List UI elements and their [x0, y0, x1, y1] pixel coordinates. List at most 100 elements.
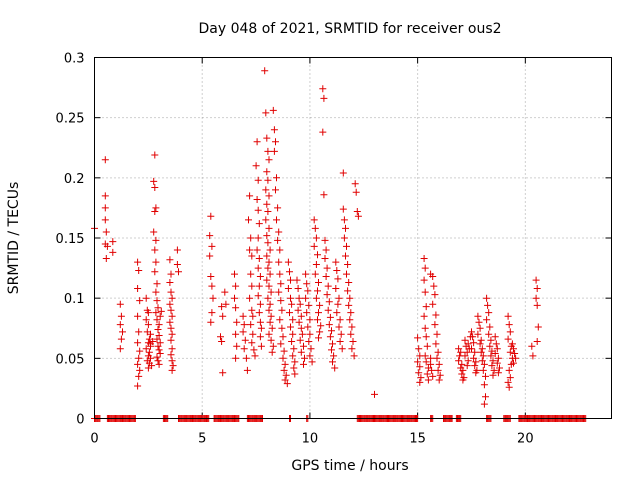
data-point: [268, 324, 276, 332]
data-point: [274, 204, 282, 212]
data-point: [477, 336, 485, 344]
data-point: [276, 246, 284, 254]
data-point: [116, 345, 124, 353]
data-point: [512, 354, 520, 362]
data-point: [421, 264, 429, 272]
data-point: [266, 246, 274, 254]
data-point: [303, 280, 311, 288]
data-point: [153, 335, 161, 343]
data-point: [505, 366, 513, 374]
data-point: [312, 261, 320, 268]
data-point: [323, 264, 331, 272]
data-point: [265, 306, 273, 314]
data-point: [208, 242, 216, 250]
data-point: [103, 242, 111, 250]
data-point: [308, 358, 316, 366]
data-point: [489, 371, 497, 379]
data-points: [91, 67, 590, 422]
x-tick-label: 10: [302, 432, 319, 447]
data-point: [532, 294, 540, 302]
data-point: [268, 348, 276, 356]
data-point: [117, 335, 125, 343]
data-point: [265, 224, 273, 232]
data-point: [265, 192, 273, 200]
data-point: [435, 376, 443, 384]
data-point: [253, 246, 261, 254]
data-point: [134, 258, 142, 266]
data-point: [102, 255, 110, 262]
data-point: [283, 380, 291, 388]
data-point: [102, 228, 110, 236]
data-point: [168, 366, 176, 374]
data-point: [345, 279, 353, 286]
data-point: [150, 228, 158, 236]
data-point: [206, 252, 214, 260]
data-point: [344, 261, 352, 268]
data-point: [277, 280, 285, 288]
data-point: [496, 364, 503, 372]
x-tick-label: 5: [198, 432, 206, 447]
data-point: [151, 208, 159, 215]
data-point: [167, 306, 175, 314]
data-point: [455, 357, 463, 365]
data-point: [324, 306, 332, 314]
data-point: [482, 372, 489, 380]
data-point: [505, 383, 513, 391]
data-point: [256, 318, 264, 326]
data-point: [431, 291, 439, 299]
data-point: [306, 316, 314, 324]
data-point: [156, 350, 164, 357]
data-point: [221, 288, 229, 296]
x-axis-label: GPS time / hours: [291, 458, 408, 474]
data-point: [423, 370, 431, 378]
data-point: [134, 285, 142, 292]
data-point: [326, 333, 334, 341]
data-point: [239, 312, 247, 320]
data-point: [343, 270, 350, 278]
data-point: [296, 336, 304, 344]
data-point: [296, 300, 304, 308]
data-point: [153, 280, 161, 288]
data-point: [219, 312, 227, 320]
data-point: [101, 192, 109, 200]
data-point: [474, 312, 482, 320]
data-point: [436, 371, 444, 379]
data-point: [347, 330, 355, 338]
data-point: [135, 267, 143, 274]
data-point: [494, 369, 502, 377]
data-point: [300, 360, 307, 368]
data-point: [175, 268, 182, 276]
data-point: [232, 330, 240, 338]
data-point: [337, 330, 345, 338]
data-point: [416, 378, 424, 386]
data-point: [209, 294, 217, 302]
data-point: [342, 224, 349, 232]
data-point: [320, 94, 328, 102]
data-point: [154, 357, 162, 365]
data-point: [207, 273, 215, 280]
data-point: [415, 345, 423, 353]
data-point: [339, 169, 347, 177]
data-point: [249, 330, 257, 338]
data-point: [422, 358, 430, 366]
data-point: [256, 273, 264, 280]
data-point: [479, 352, 487, 360]
data-point: [414, 358, 422, 366]
data-point: [168, 312, 176, 320]
data-point: [151, 184, 159, 191]
y-tick-label: 0.1: [64, 292, 85, 307]
data-point: [297, 324, 305, 332]
data-point: [242, 354, 250, 362]
data-point: [306, 330, 314, 338]
data-point: [233, 318, 241, 326]
data-point: [317, 322, 325, 330]
data-point: [277, 297, 285, 305]
data-point: [506, 374, 514, 382]
data-point: [427, 354, 435, 362]
data-point: [347, 309, 355, 317]
data-point: [314, 316, 321, 324]
data-point: [340, 234, 348, 242]
data-point: [286, 268, 293, 276]
data-point: [255, 309, 263, 317]
data-point: [256, 333, 264, 341]
